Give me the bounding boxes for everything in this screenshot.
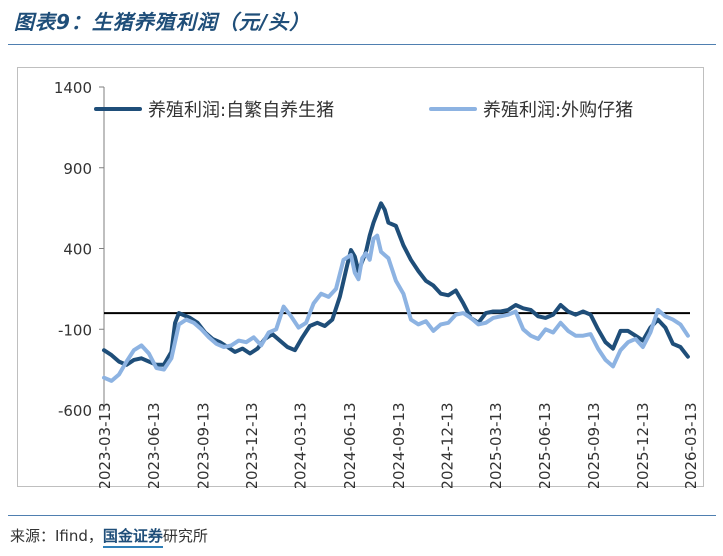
series-line-2 [102, 233, 690, 383]
legend: 养殖利润:自繁自养生猪 养殖利润:外购仔猪 [94, 99, 633, 121]
axis-layer: 1400 900 400 -100 -600 2023-03-13 2023-06-13 20… [54, 79, 700, 490]
x-tick-label: 2025-09-13 [585, 402, 603, 488]
chart-frame: 1400 900 400 -100 -600 2023-03-13 2023-06-13 20… [17, 67, 704, 490]
x-tick-label: 2023-12-13 [243, 402, 261, 488]
bottom-divider [8, 515, 716, 516]
source-prefix: 来源：Ifind， [10, 527, 103, 545]
x-tick-label: 2024-09-13 [390, 402, 408, 488]
x-tick-label: 2026-03-13 [682, 402, 700, 488]
top-divider [8, 44, 716, 45]
x-tick-label: 2025-12-13 [634, 402, 652, 488]
y-tick-label: -600 [58, 402, 92, 420]
source-note: 来源：Ifind，国金证券研究所 [10, 525, 208, 548]
chart-title: 图表9：生猪养殖利润（元/头） [14, 10, 311, 34]
legend-label-1: 养殖利润:自繁自养生猪 [148, 99, 334, 121]
x-tick-label: 2025-06-13 [536, 402, 554, 488]
x-tick-label: 2023-06-13 [145, 402, 163, 488]
x-tick-label: 2025-03-13 [487, 402, 505, 488]
source-suffix: 研究所 [162, 527, 208, 545]
y-tick-label: -100 [58, 321, 92, 339]
x-tick-label: 2024-03-13 [292, 402, 310, 488]
x-tick-label: 2024-12-13 [439, 402, 457, 488]
y-tick-label: 900 [63, 160, 92, 178]
line-chart: 1400 900 400 -100 -600 2023-03-13 2023-06-13 20… [54, 79, 700, 490]
series-line-1 [102, 201, 690, 367]
y-tick-label: 400 [63, 241, 92, 259]
x-tick-label: 2023-03-13 [96, 402, 114, 488]
series-layer [102, 201, 690, 383]
y-tick-label: 1400 [54, 79, 92, 97]
x-tick-label: 2024-06-13 [341, 402, 359, 488]
x-tick-label: 2023-09-13 [194, 402, 212, 488]
legend-label-2: 养殖利润:外购仔猪 [483, 99, 633, 121]
source-brand: 国金证券 [102, 527, 163, 548]
